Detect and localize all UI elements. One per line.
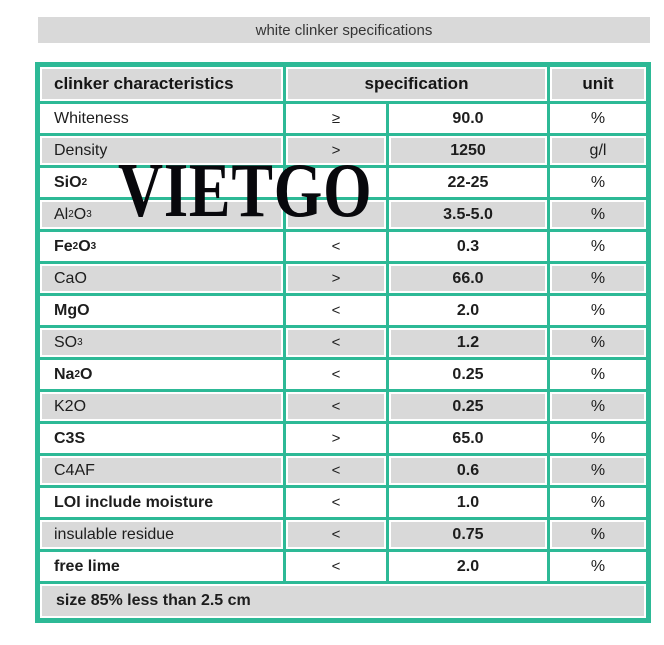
row-4-characteristic: Fe 2 O 3: [40, 232, 283, 261]
row-14-operator: <: [286, 552, 386, 581]
row-4-unit: %: [550, 232, 646, 261]
row-3-characteristic: Al 2 O 3: [40, 200, 283, 229]
row-2-unit: %: [550, 168, 646, 197]
row-5-value: 66.0: [389, 264, 547, 293]
row-6-operator: <: [286, 296, 386, 325]
row-13-unit: %: [550, 520, 646, 549]
row-10-unit: %: [550, 424, 646, 453]
row-8-operator: <: [286, 360, 386, 389]
row-5-operator: >: [286, 264, 386, 293]
row-0-operator: ≥: [286, 104, 386, 133]
row-3-unit: %: [550, 200, 646, 229]
row-12-operator: <: [286, 488, 386, 517]
document-title-bar: white clinker specifications: [38, 17, 650, 43]
row-7-unit: %: [550, 328, 646, 357]
row-6-characteristic: MgO: [40, 296, 283, 325]
row-10-characteristic: C3S: [40, 424, 283, 453]
row-9-unit: %: [550, 392, 646, 421]
row-8-value: 0.25: [389, 360, 547, 389]
row-11-unit: %: [550, 456, 646, 485]
row-1-value: 1250: [389, 136, 547, 165]
row-3-operator: [286, 200, 386, 229]
row-0-value: 90.0: [389, 104, 547, 133]
row-0-characteristic: Whiteness: [40, 104, 283, 133]
row-7-operator: <: [286, 328, 386, 357]
row-12-characteristic: LOI include moisture: [40, 488, 283, 517]
row-7-value: 1.2: [389, 328, 547, 357]
row-3-value: 3.5-5.0: [389, 200, 547, 229]
row-8-characteristic: Na 2 O: [40, 360, 283, 389]
table-footer-note: size 85% less than 2.5 cm: [40, 584, 646, 618]
row-13-operator: <: [286, 520, 386, 549]
row-6-value: 2.0: [389, 296, 547, 325]
row-1-unit: g/l: [550, 136, 646, 165]
row-12-value: 1.0: [389, 488, 547, 517]
row-1-characteristic: Density: [40, 136, 283, 165]
row-11-value: 0.6: [389, 456, 547, 485]
header-clinker-characteristics: clinker characteristics: [40, 67, 283, 101]
row-5-characteristic: CaO: [40, 264, 283, 293]
row-7-characteristic: SO 3: [40, 328, 283, 357]
spec-table: clinker characteristics specification un…: [35, 62, 651, 623]
row-5-unit: %: [550, 264, 646, 293]
row-8-unit: %: [550, 360, 646, 389]
row-11-operator: <: [286, 456, 386, 485]
row-10-operator: >: [286, 424, 386, 453]
row-2-operator: [286, 168, 386, 197]
row-13-value: 0.75: [389, 520, 547, 549]
row-14-unit: %: [550, 552, 646, 581]
row-4-value: 0.3: [389, 232, 547, 261]
row-2-value: 22-25: [389, 168, 547, 197]
row-2-characteristic: SiO 2: [40, 168, 283, 197]
document-title: white clinker specifications: [255, 21, 433, 39]
row-9-value: 0.25: [389, 392, 547, 421]
row-9-characteristic: K2O: [40, 392, 283, 421]
row-14-value: 2.0: [389, 552, 547, 581]
row-4-operator: <: [286, 232, 386, 261]
row-10-value: 65.0: [389, 424, 547, 453]
row-11-characteristic: C4AF: [40, 456, 283, 485]
header-specification: specification: [286, 67, 547, 101]
row-12-unit: %: [550, 488, 646, 517]
header-unit: unit: [550, 67, 646, 101]
row-14-characteristic: free lime: [40, 552, 283, 581]
row-13-characteristic: insulable residue: [40, 520, 283, 549]
row-9-operator: <: [286, 392, 386, 421]
row-6-unit: %: [550, 296, 646, 325]
row-0-unit: %: [550, 104, 646, 133]
row-1-operator: >: [286, 136, 386, 165]
